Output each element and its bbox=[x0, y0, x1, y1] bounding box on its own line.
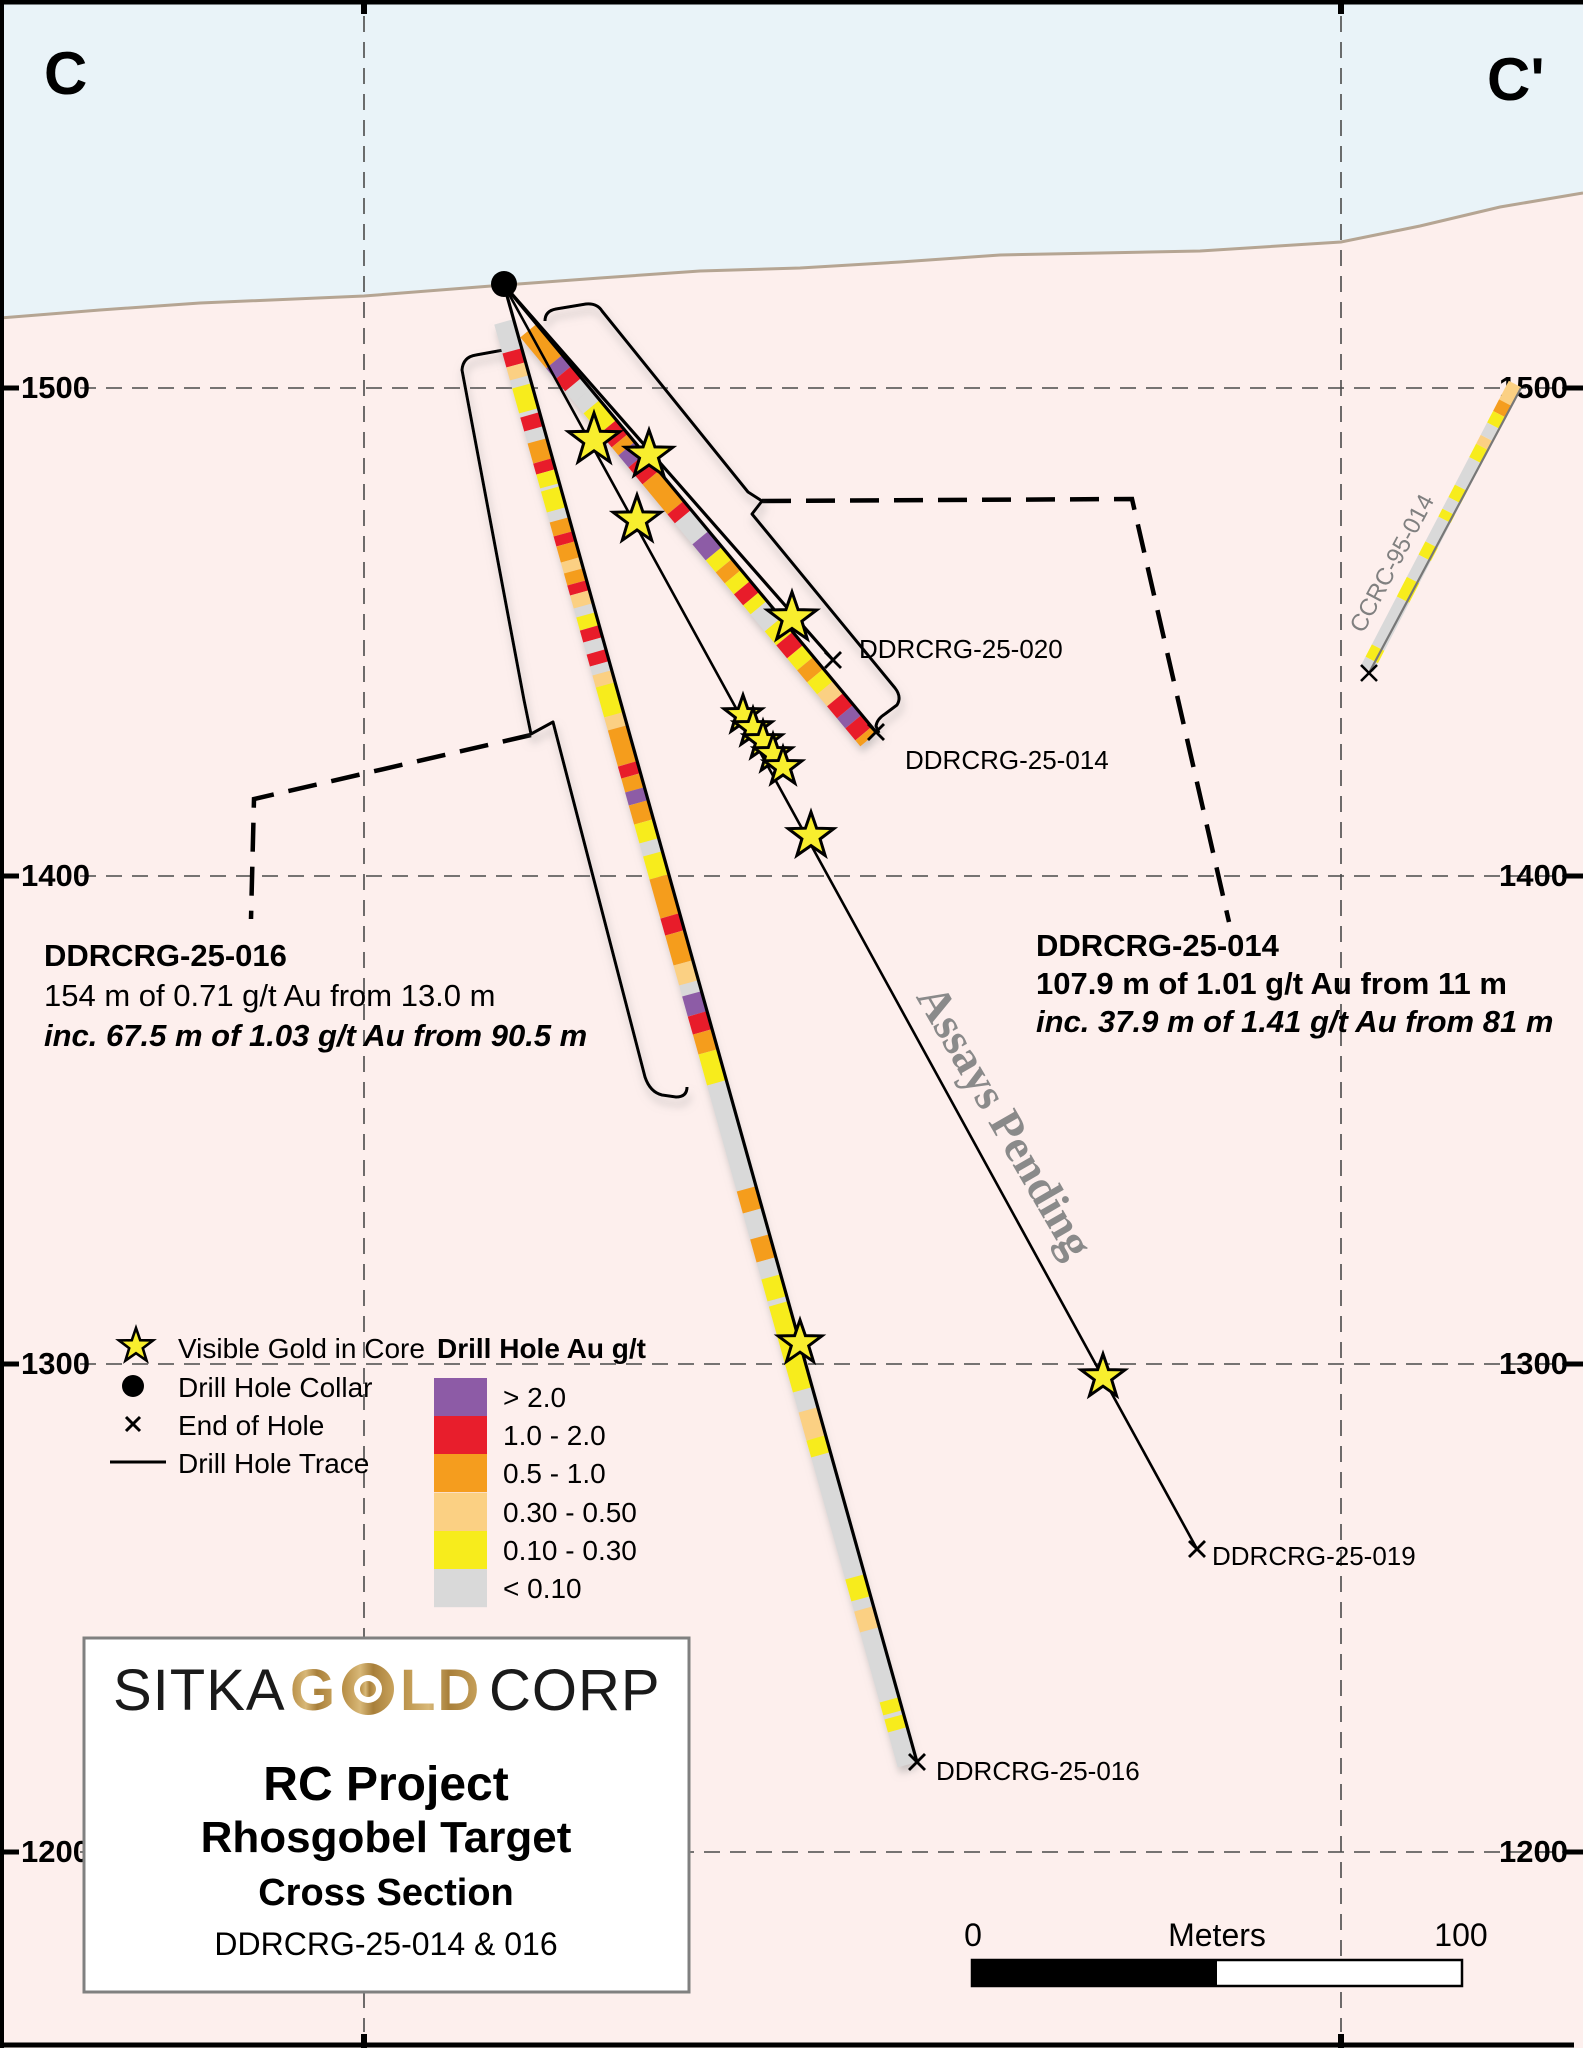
svg-text:DDRCRG-25-019: DDRCRG-25-019 bbox=[1212, 1541, 1416, 1571]
svg-text:> 2.0: > 2.0 bbox=[503, 1382, 566, 1413]
svg-text:DDRCRG-25-016: DDRCRG-25-016 bbox=[936, 1756, 1140, 1786]
svg-text:DDRCRG-25-020: DDRCRG-25-020 bbox=[859, 634, 1063, 664]
svg-text:107.9 m of 1.01 g/t Au from 11: 107.9 m of 1.01 g/t Au from 11 m bbox=[1036, 966, 1507, 1001]
svg-text:Cross Section: Cross Section bbox=[258, 1872, 514, 1914]
svg-text:Visible Gold in Core: Visible Gold in Core bbox=[178, 1333, 425, 1364]
svg-text:Drill Hole Trace: Drill Hole Trace bbox=[178, 1448, 369, 1479]
svg-text:1400: 1400 bbox=[21, 858, 90, 893]
svg-text:LD: LD bbox=[400, 1658, 481, 1723]
svg-text:0.10 - 0.30: 0.10 - 0.30 bbox=[503, 1535, 637, 1566]
svg-text:DDRCRG-25-016: DDRCRG-25-016 bbox=[44, 938, 287, 973]
svg-text:C': C' bbox=[1487, 46, 1545, 113]
svg-text:C: C bbox=[44, 40, 87, 107]
svg-text:G: G bbox=[290, 1658, 335, 1723]
svg-text:End of Hole: End of Hole bbox=[178, 1410, 324, 1441]
svg-text:1400: 1400 bbox=[1499, 858, 1568, 893]
svg-text:DDRCRG-25-014: DDRCRG-25-014 bbox=[1036, 928, 1280, 963]
svg-text:1.0 - 2.0: 1.0 - 2.0 bbox=[503, 1420, 606, 1451]
svg-text:Drill Hole Au g/t: Drill Hole Au g/t bbox=[437, 1333, 646, 1364]
svg-text:1200: 1200 bbox=[21, 1834, 90, 1869]
svg-text:Meters: Meters bbox=[1168, 1917, 1266, 1953]
svg-text:1300: 1300 bbox=[1499, 1346, 1568, 1381]
svg-text:SITKA: SITKA bbox=[113, 1658, 286, 1723]
svg-text:1500: 1500 bbox=[21, 370, 90, 405]
svg-text:1300: 1300 bbox=[21, 1346, 90, 1381]
svg-text:CORP: CORP bbox=[489, 1658, 661, 1723]
svg-text:1200: 1200 bbox=[1499, 1834, 1568, 1869]
svg-text:100: 100 bbox=[1434, 1917, 1487, 1953]
svg-text:DDRCRG-25-014: DDRCRG-25-014 bbox=[905, 745, 1109, 775]
svg-text:Drill Hole Collar: Drill Hole Collar bbox=[178, 1372, 372, 1403]
svg-text:inc. 67.5 m of 1.03 g/t Au fro: inc. 67.5 m of 1.03 g/t Au from 90.5 m bbox=[44, 1018, 587, 1053]
svg-text:0.30 - 0.50: 0.30 - 0.50 bbox=[503, 1497, 637, 1528]
svg-text:154 m of 0.71 g/t Au from 13.0: 154 m of 0.71 g/t Au from 13.0 m bbox=[44, 978, 495, 1013]
svg-text:0: 0 bbox=[964, 1917, 982, 1953]
svg-text:0.5 - 1.0: 0.5 - 1.0 bbox=[503, 1458, 606, 1489]
svg-text:Rhosgobel Target: Rhosgobel Target bbox=[201, 1813, 572, 1862]
svg-text:< 0.10: < 0.10 bbox=[503, 1573, 582, 1604]
svg-text:inc. 37.9 m of 1.41 g/t Au fro: inc. 37.9 m of 1.41 g/t Au from 81 m bbox=[1036, 1004, 1553, 1039]
svg-text:RC Project: RC Project bbox=[263, 1758, 508, 1811]
svg-text:DDRCRG-25-014 & 016: DDRCRG-25-014 & 016 bbox=[214, 1926, 557, 1962]
